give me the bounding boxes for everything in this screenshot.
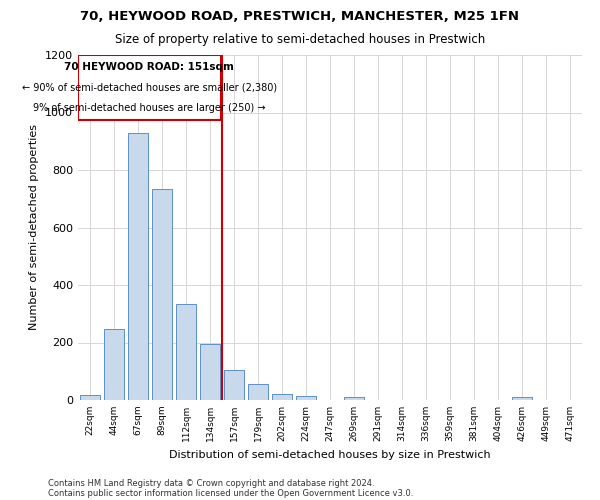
- Text: ← 90% of semi-detached houses are smaller (2,380): ← 90% of semi-detached houses are smalle…: [22, 82, 277, 92]
- Bar: [104, 328, 124, 400]
- Text: Contains public sector information licensed under the Open Government Licence v3: Contains public sector information licen…: [48, 488, 413, 498]
- Bar: [80, 395, 100, 400]
- Bar: [248, 384, 268, 400]
- Bar: [512, 396, 532, 400]
- Bar: [78, 55, 221, 120]
- Bar: [152, 188, 172, 400]
- Bar: [344, 397, 364, 400]
- Bar: [224, 370, 244, 400]
- Y-axis label: Number of semi-detached properties: Number of semi-detached properties: [29, 124, 40, 330]
- Bar: [128, 132, 148, 400]
- Bar: [272, 394, 292, 400]
- Bar: [200, 344, 220, 400]
- Text: 9% of semi-detached houses are larger (250) →: 9% of semi-detached houses are larger (2…: [33, 103, 266, 113]
- Text: 70, HEYWOOD ROAD, PRESTWICH, MANCHESTER, M25 1FN: 70, HEYWOOD ROAD, PRESTWICH, MANCHESTER,…: [80, 10, 520, 23]
- Text: 70 HEYWOOD ROAD: 151sqm: 70 HEYWOOD ROAD: 151sqm: [64, 62, 235, 72]
- Bar: [296, 396, 316, 400]
- Bar: [176, 304, 196, 400]
- Text: Contains HM Land Registry data © Crown copyright and database right 2024.: Contains HM Land Registry data © Crown c…: [48, 478, 374, 488]
- Text: Size of property relative to semi-detached houses in Prestwich: Size of property relative to semi-detach…: [115, 32, 485, 46]
- X-axis label: Distribution of semi-detached houses by size in Prestwich: Distribution of semi-detached houses by …: [169, 450, 491, 460]
